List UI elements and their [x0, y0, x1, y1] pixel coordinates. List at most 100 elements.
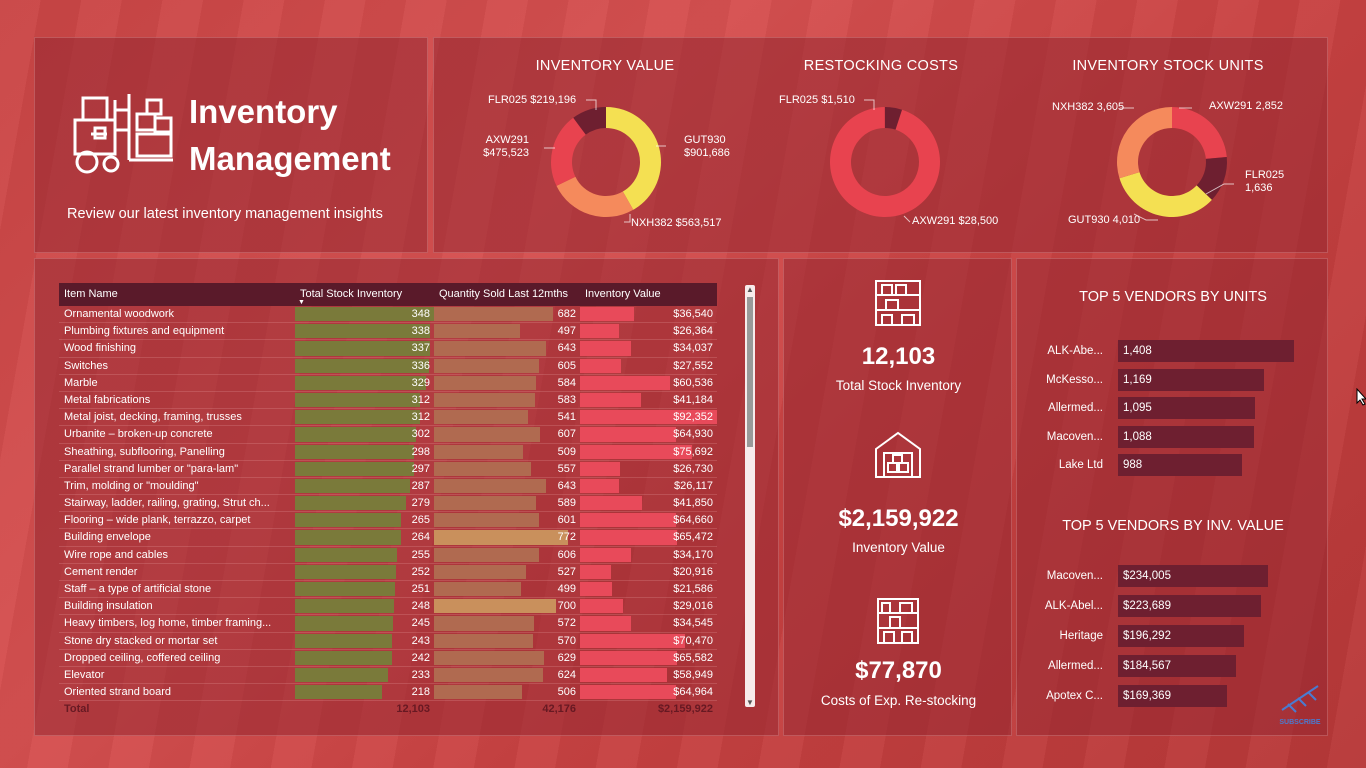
table-row[interactable]: Building envelope 264 772 $65,472	[59, 529, 717, 547]
vendor-value: 1,088	[1123, 430, 1152, 443]
table-row[interactable]: Trim, molding or "moulding" 287 643 $26,117	[59, 478, 717, 496]
inventory-value-donut[interactable]	[548, 104, 664, 220]
table-row[interactable]: Metal fabrications 312 583 $41,184	[59, 392, 717, 410]
kpi-restocking-cost-label: Costs of Exp. Re-stocking	[820, 693, 977, 708]
scroll-up-icon[interactable]: ▲	[746, 285, 754, 294]
donut-slice-flr025[interactable]	[573, 107, 606, 135]
col-header-inventory-value[interactable]: Inventory Value	[585, 288, 661, 300]
cell-stock: 302	[295, 426, 434, 442]
donut-slice-nxh382[interactable]	[556, 176, 634, 217]
vendor-bar-row[interactable]: Apotex C... $169,369	[1017, 685, 1329, 707]
sold-bar	[434, 547, 540, 562]
inv-value: $64,930	[673, 428, 713, 441]
inv-value: $21,586	[673, 583, 713, 595]
donut-slice-gut930[interactable]	[1119, 172, 1212, 217]
cell-inventory-value: $41,184	[580, 392, 717, 408]
stock-bar	[295, 633, 393, 648]
donut-slice-nxh382[interactable]	[1117, 107, 1172, 179]
cell-stock: 279	[295, 495, 434, 511]
sold-bar	[434, 667, 543, 683]
value-bar	[580, 375, 670, 390]
table-row[interactable]: Marble 329 584 $60,536	[59, 375, 717, 392]
vendor-bar	[1118, 425, 1254, 448]
col-header-total-stock[interactable]: Total Stock Inventory ▼	[295, 283, 434, 306]
vendor-bar	[1118, 655, 1236, 677]
table-row[interactable]: Flooring – wide plank, terrazzo, carpet 2…	[59, 512, 717, 530]
shelves-icon	[875, 280, 921, 326]
sold-value: 584	[557, 376, 576, 389]
scrollbar-thumb[interactable]	[747, 297, 753, 447]
storage-rack-icon	[877, 598, 919, 644]
table-row[interactable]: Metal joist, decking, framing, trusses 31…	[59, 409, 717, 427]
mouse-cursor-icon	[1356, 388, 1366, 406]
scroll-down-icon[interactable]: ▼	[746, 698, 754, 707]
table-row[interactable]: Cement render 252 527 $20,916	[59, 564, 717, 581]
table-row[interactable]: Wire rope and cables 255 606 $34,170	[59, 547, 717, 564]
cell-qty-sold: 601	[434, 512, 580, 528]
vendor-bar-row[interactable]: ALK-Abe... 1,408	[1017, 340, 1329, 362]
stock-bar	[295, 685, 382, 700]
table-header: Item Name Total Stock Inventory ▼ Quanti…	[59, 283, 717, 306]
vendor-bar-row[interactable]: Macoven... $234,005	[1017, 565, 1329, 587]
donut-slice-axw291[interactable]	[830, 107, 940, 217]
subscribe-button[interactable]: SUBSCRIBE	[1272, 680, 1328, 726]
inventory-units-donut[interactable]	[1114, 104, 1230, 220]
table-row[interactable]: Sheathing, subflooring, Panelling 298 509 $…	[59, 444, 717, 461]
vendor-bar-row[interactable]: McKesso... 1,169	[1017, 368, 1329, 391]
restocking-costs-donut[interactable]	[827, 104, 943, 220]
donut-slice-flr025[interactable]	[1196, 157, 1227, 200]
table-row[interactable]: Plumbing fixtures and equipment 338 497 $26…	[59, 323, 717, 341]
table-row[interactable]: Heavy timbers, log home, timber framing.…	[59, 615, 717, 633]
donut-slice-gut930[interactable]	[606, 107, 661, 210]
table-row[interactable]: Parallel strand lumber or "para-lam" 297 5…	[59, 461, 717, 478]
inv-value: $36,540	[673, 308, 713, 320]
kpi-total-stock-value: 12,103	[861, 343, 936, 370]
stock-bar	[295, 375, 427, 390]
sold-bar	[434, 341, 546, 356]
cell-item-name: Oriented strand board	[64, 686, 172, 699]
vendor-bar-row[interactable]: ALK-Abel... $223,689	[1017, 595, 1329, 617]
value-bar	[580, 685, 677, 700]
cell-qty-sold: 541	[434, 409, 580, 425]
vendor-bar-row[interactable]: Heritage $196,292	[1017, 625, 1329, 647]
cell-stock: 336	[295, 358, 434, 374]
table-row[interactable]: Elevator 233 624 $58,949	[59, 667, 717, 685]
title-line-2: Management	[189, 140, 391, 177]
vendor-name: Allermed...	[1048, 402, 1103, 414]
sold-bar	[434, 564, 526, 579]
table-row[interactable]: Dropped ceiling, coffered ceiling 242 629 $…	[59, 650, 717, 667]
sold-bar	[434, 685, 523, 700]
cell-inventory-value: $65,472	[580, 529, 717, 545]
table-scrollbar[interactable]: ▲ ▼	[745, 285, 755, 707]
table-row[interactable]: Switches 336 605 $27,552	[59, 358, 717, 375]
stock-value: 298	[411, 445, 430, 458]
table-row[interactable]: Urbanite – broken-up concrete 302 607 $64,9…	[59, 426, 717, 444]
vendor-bar-row[interactable]: Macoven... 1,088	[1017, 425, 1329, 448]
table-row[interactable]: Staff – a type of artificial stone 251 499…	[59, 581, 717, 599]
stock-value: 348	[411, 308, 430, 320]
stock-bar	[295, 341, 430, 356]
donut-slice-axw291[interactable]	[1172, 107, 1227, 159]
value-bar	[580, 599, 624, 614]
vendor-bar-row[interactable]: Allermed... $184,567	[1017, 655, 1329, 677]
table-row[interactable]: Stone dry stacked or mortar set 243 570 $70…	[59, 633, 717, 650]
vendor-bar-row[interactable]: Lake Ltd 988	[1017, 454, 1329, 476]
inv-value: $75,692	[673, 445, 713, 458]
total-sold: 42,176	[542, 703, 576, 716]
donut-leader-lines	[544, 99, 1234, 223]
value-bar	[580, 513, 676, 528]
table-row[interactable]: Wood finishing 337 643 $34,037	[59, 340, 717, 358]
col-header-qty-sold[interactable]: Quantity Sold Last 12mths	[439, 288, 569, 300]
col-header-item-name[interactable]: Item Name	[64, 288, 118, 300]
table-row[interactable]: Ornamental woodwork 348 682 $36,540	[59, 306, 717, 324]
cell-stock: 242	[295, 650, 434, 666]
vendor-bar-row[interactable]: Allermed... 1,095	[1017, 397, 1329, 419]
table-row[interactable]: Oriented strand board 218 506 $64,964	[59, 684, 717, 702]
cell-item-name: Metal joist, decking, framing, trusses	[64, 411, 242, 424]
donut-slice-flr025[interactable]	[884, 107, 902, 130]
donut-slice-axw291[interactable]	[551, 117, 586, 186]
table-row[interactable]: Building insulation 248 700 $29,016	[59, 598, 717, 616]
vendor-value: $184,567	[1123, 660, 1171, 672]
cell-qty-sold: 584	[434, 375, 580, 391]
table-row[interactable]: Stairway, ladder, railing, grating, Stru…	[59, 495, 717, 513]
